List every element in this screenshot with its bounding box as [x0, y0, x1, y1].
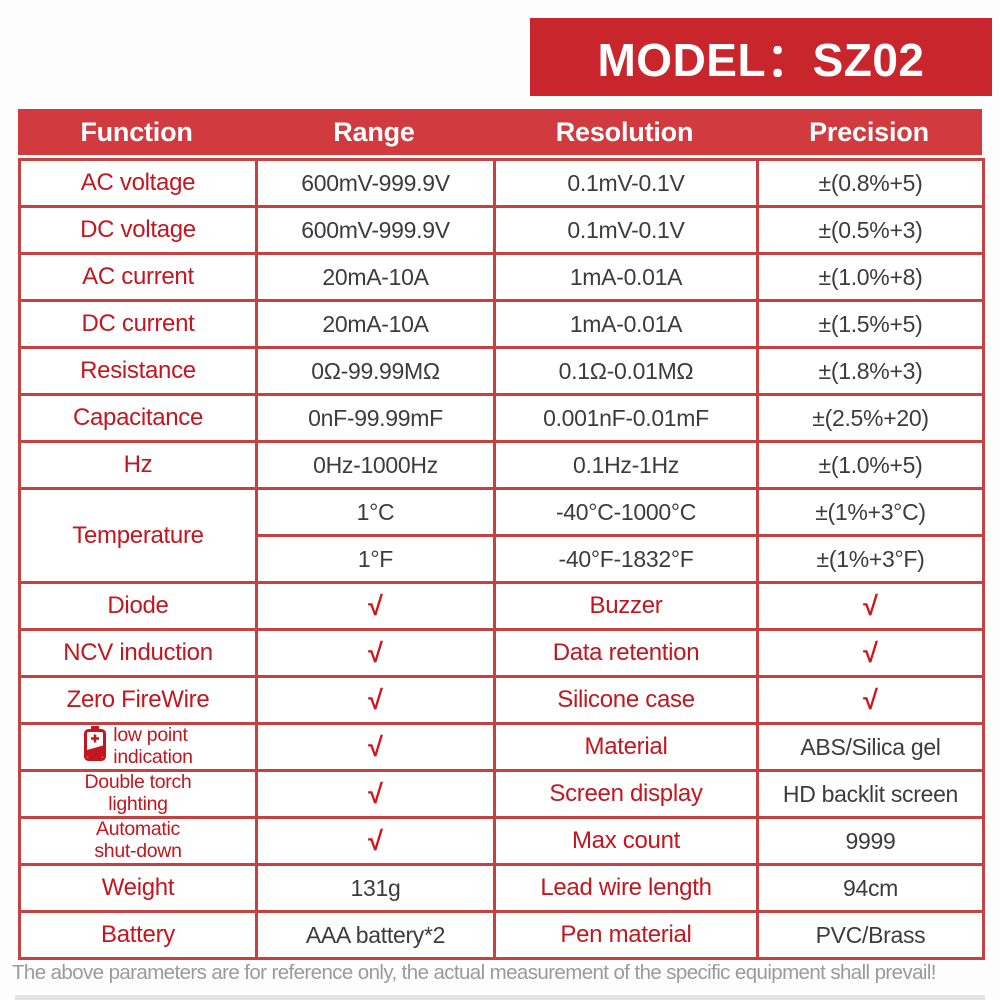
resolution-cell: 0.1mV-0.1V [493, 205, 759, 255]
range-cell: 0nF-99.99mF [255, 393, 496, 443]
range-cell: 0Hz-1000Hz [255, 440, 496, 490]
feature-label-with-icon: low point indication [18, 722, 258, 772]
feature-value: AAA battery*2 [255, 910, 496, 960]
feature-label: Material [493, 722, 759, 772]
feature-label: low point indication [113, 724, 193, 768]
resolution-cell: -40°C-1000°C [493, 487, 759, 537]
precision-cell: ±(1.8%+3) [756, 346, 985, 396]
function-cell: Capacitance [18, 393, 258, 443]
precision-cell: ±(0.5%+3) [756, 205, 985, 255]
model-banner: MODEL：SZ02 [530, 18, 992, 96]
range-cell: 1°C [255, 487, 496, 537]
function-cell: DC voltage [18, 205, 258, 255]
header-function: Function [80, 116, 193, 147]
function-cell: AC voltage [18, 158, 258, 208]
resolution-cell: 0.001nF-0.01mF [493, 393, 759, 443]
table-row: NCV induction √ Data retention √ [18, 628, 985, 678]
range-cell: 0Ω-99.99MΩ [255, 346, 496, 396]
check-mark: √ [255, 675, 496, 725]
function-cell: AC current [18, 252, 258, 302]
range-cell: 20mA-10A [255, 252, 496, 302]
resolution-cell: 0.1Ω-0.01MΩ [493, 346, 759, 396]
table-row: Resistance 0Ω-99.99MΩ 0.1Ω-0.01MΩ ±(1.8%… [18, 346, 985, 396]
table-row: DC voltage 600mV-999.9V 0.1mV-0.1V ±(0.5… [18, 205, 985, 255]
spec-table: AC voltage 600mV-999.9V 0.1mV-0.1V ±(0.8… [18, 158, 985, 960]
model-title: MODEL：SZ02 [597, 34, 925, 86]
feature-value: ABS/Silica gel [756, 722, 985, 772]
range-cell: 600mV-999.9V [255, 205, 496, 255]
table-row: Weight 131g Lead wire length 94cm [18, 863, 985, 913]
table-row: DC current 20mA-10A 1mA-0.01A ±(1.5%+5) [18, 299, 985, 349]
check-mark: √ [255, 722, 496, 772]
header-precision: Precision [809, 116, 929, 147]
feature-label: Data retention [493, 628, 759, 678]
check-mark: √ [255, 769, 496, 819]
check-mark: √ [255, 581, 496, 631]
function-cell: Resistance [18, 346, 258, 396]
precision-cell: ±(1.0%+8) [756, 252, 985, 302]
resolution-cell: 0.1mV-0.1V [493, 158, 759, 208]
resolution-cell: -40°F-1832°F [493, 534, 759, 584]
feature-value: 9999 [756, 816, 985, 866]
feature-label: NCV induction [18, 628, 258, 678]
feature-value: HD backlit screen [756, 769, 985, 819]
feature-label: Buzzer [493, 581, 759, 631]
resolution-cell: 1mA-0.01A [493, 299, 759, 349]
resolution-cell: 0.1Hz-1Hz [493, 440, 759, 490]
feature-label: Diode [18, 581, 258, 631]
function-cell: Temperature [18, 487, 258, 584]
feature-value: 131g [255, 863, 496, 913]
next-section-edge [15, 995, 985, 1000]
precision-cell: ±(1.0%+5) [756, 440, 985, 490]
range-cell: 600mV-999.9V [255, 158, 496, 208]
table-row: Zero FireWire √ Silicone case √ [18, 675, 985, 725]
table-row-temperature: Temperature 1°C -40°C-1000°C ±(1%+3°C) [18, 487, 985, 584]
table-row: AC voltage 600mV-999.9V 0.1mV-0.1V ±(0.8… [18, 158, 985, 208]
table-row: Capacitance 0nF-99.99mF 0.001nF-0.01mF ±… [18, 393, 985, 443]
function-cell: Hz [18, 440, 258, 490]
table-row: AC current 20mA-10A 1mA-0.01A ±(1.0%+8) [18, 252, 985, 302]
function-cell: DC current [18, 299, 258, 349]
feature-value: 94cm [756, 863, 985, 913]
feature-label: Lead wire length [493, 863, 759, 913]
precision-cell: ±(1%+3°F) [756, 534, 985, 584]
table-row: Automatic shut-down √ Max count 9999 [18, 816, 985, 866]
disclaimer-text: The above parameters are for reference o… [12, 961, 937, 984]
table-row: Battery AAA battery*2 Pen material PVC/B… [18, 910, 985, 960]
resolution-cell: 1mA-0.01A [493, 252, 759, 302]
check-mark: √ [255, 816, 496, 866]
header-resolution: Resolution [555, 116, 694, 147]
table-header: Function Range Resolution Precision [18, 109, 982, 155]
feature-label: Screen display [493, 769, 759, 819]
precision-cell: ±(2.5%+20) [756, 393, 985, 443]
feature-label: Weight [18, 863, 258, 913]
table-row: low point indication √ Material ABS/Sili… [18, 722, 985, 772]
feature-value: PVC/Brass [756, 910, 985, 960]
table-row: Hz 0Hz-1000Hz 0.1Hz-1Hz ±(1.0%+5) [18, 440, 985, 490]
table-row: Diode √ Buzzer √ [18, 581, 985, 631]
check-mark: √ [255, 628, 496, 678]
check-mark: √ [756, 581, 985, 631]
feature-label: Double torch lighting [18, 769, 258, 819]
table-row-temperature: 1°F -40°F-1832°F ±(1%+3°F) [20, 534, 985, 584]
feature-label: Zero FireWire [18, 675, 258, 725]
feature-label: Battery [18, 910, 258, 960]
precision-cell: ±(1.5%+5) [756, 299, 985, 349]
check-mark: √ [756, 675, 985, 725]
precision-cell: ±(0.8%+5) [756, 158, 985, 208]
header-range: Range [333, 116, 415, 147]
feature-label: Automatic shut-down [18, 816, 258, 866]
table-row: Double torch lighting √ Screen display H… [18, 769, 985, 819]
range-cell: 20mA-10A [255, 299, 496, 349]
feature-label: Max count [493, 816, 759, 866]
feature-label: Pen material [493, 910, 759, 960]
precision-cell: ±(1%+3°C) [756, 487, 985, 537]
battery-low-icon [83, 726, 107, 768]
check-mark: √ [756, 628, 985, 678]
range-cell: 1°F [255, 534, 496, 584]
feature-label: Silicone case [493, 675, 759, 725]
